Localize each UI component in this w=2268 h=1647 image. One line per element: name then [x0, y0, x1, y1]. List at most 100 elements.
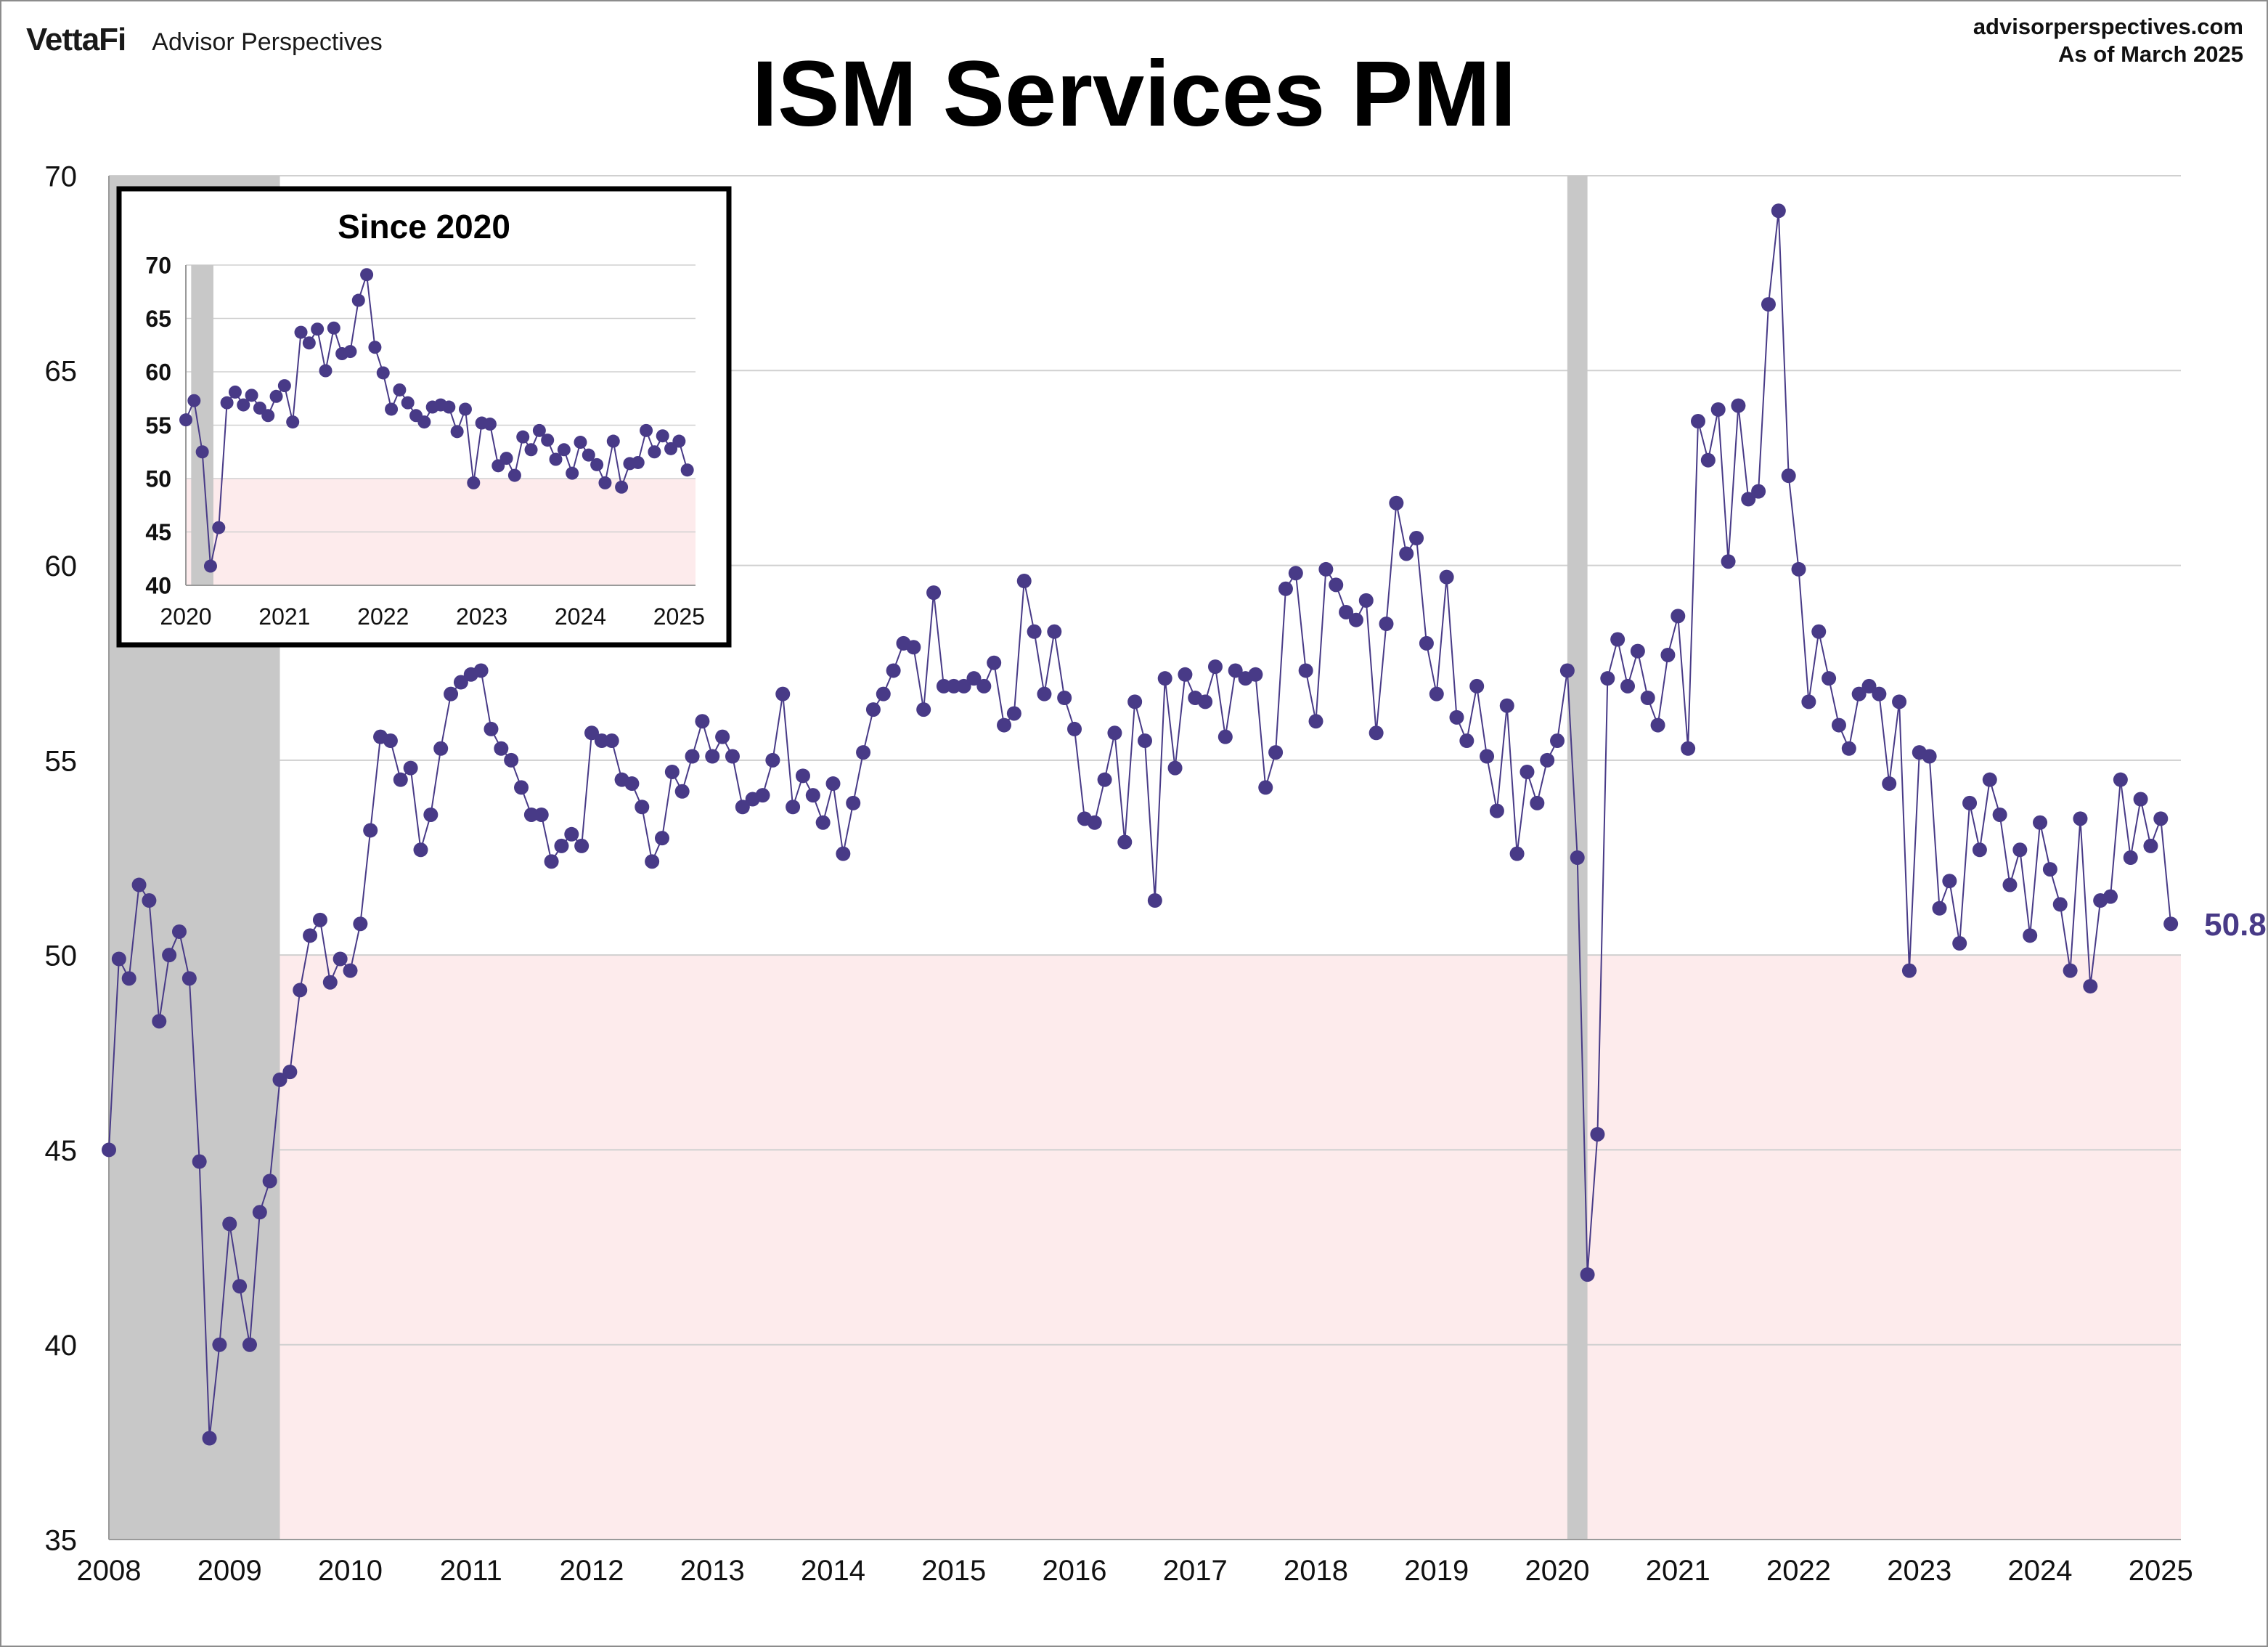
inset-data-point [261, 409, 275, 423]
main-data-point [1751, 484, 1766, 499]
main-data-point [685, 749, 700, 764]
main-data-point [846, 795, 861, 810]
inset-data-point [286, 415, 300, 429]
main-data-point [1952, 936, 1967, 951]
main-data-point [232, 1279, 248, 1294]
main-data-point [1982, 772, 1997, 787]
main-data-point [1932, 900, 1947, 916]
inset-data-point [656, 429, 669, 443]
main-data-point [1248, 667, 1263, 682]
main-data-point [735, 800, 750, 815]
main-data-point [1872, 686, 1887, 702]
main-data-point [484, 721, 499, 736]
main-data-point [1057, 691, 1072, 706]
main-data-point [725, 749, 740, 764]
inset-data-point [228, 385, 242, 399]
main-data-point [1610, 632, 1625, 647]
main-data-point [1258, 780, 1273, 795]
main-data-point [1298, 663, 1313, 678]
main-x-tick-label: 2018 [1284, 1555, 1348, 1587]
main-data-point [312, 912, 327, 927]
main-data-point [1731, 398, 1746, 413]
main-data-point [805, 788, 820, 803]
main-data-point [1459, 733, 1474, 749]
main-data-point [786, 800, 801, 815]
main-data-point [1781, 468, 1796, 484]
main-data-point [574, 838, 590, 853]
main-data-point [171, 924, 187, 939]
main-data-point [825, 776, 841, 792]
main-y-tick-label: 40 [45, 1330, 78, 1362]
main-data-point [906, 640, 921, 655]
inset-y-tick-label: 45 [145, 519, 171, 545]
main-data-point [1690, 414, 1705, 429]
main-data-point [111, 951, 126, 967]
main-data-point [1167, 760, 1183, 776]
main-data-point [946, 678, 961, 694]
main-data-point [755, 788, 770, 803]
inset-data-point [615, 480, 629, 494]
main-data-point [1097, 772, 1112, 787]
main-data-point [2073, 811, 2088, 826]
main-data-point [2033, 815, 2048, 830]
main-data-point [403, 760, 418, 776]
main-data-point [514, 780, 529, 795]
main-data-point [1901, 963, 1917, 978]
main-data-point [1620, 678, 1636, 694]
inset-data-point [417, 415, 431, 429]
main-data-point [494, 741, 509, 756]
main-data-point [1439, 569, 1454, 585]
main-data-point [1520, 764, 1535, 779]
main-y-tick-label: 65 [45, 356, 78, 388]
main-data-point [152, 1014, 167, 1029]
main-data-point [1992, 807, 2007, 822]
inset-data-point [385, 402, 399, 416]
main-data-point [1892, 694, 1907, 709]
main-contraction-zone [109, 955, 2181, 1540]
main-x-tick-label: 2020 [1525, 1555, 1590, 1587]
inset-data-point [245, 389, 258, 402]
main-data-point [1831, 717, 1846, 733]
main-x-tick-label: 2009 [197, 1555, 262, 1587]
main-data-point [1016, 574, 1032, 589]
main-data-point [322, 975, 338, 990]
main-data-point [212, 1337, 227, 1352]
main-data-point [423, 807, 438, 822]
main-data-point [1147, 893, 1162, 908]
inset-data-point [680, 463, 694, 477]
main-data-point [856, 745, 871, 760]
main-data-point [1419, 635, 1434, 651]
main-data-point [1671, 609, 1686, 624]
main-data-point [383, 733, 398, 749]
main-x-tick-label: 2022 [1766, 1555, 1831, 1587]
main-data-point [1308, 714, 1323, 729]
main-plot: 35 40 45 50 55 60 65 70 2008 2009 2010 2011 2012 2013… [45, 160, 2193, 1587]
main-data-point [1801, 694, 1816, 709]
main-data-point [1178, 667, 1193, 682]
main-data-point [2052, 897, 2068, 912]
main-data-point [1198, 694, 1213, 709]
inset-data-point [368, 341, 382, 354]
main-data-point [966, 671, 982, 686]
vettafi-logo: VettaFi [26, 22, 126, 57]
main-data-point [282, 1065, 298, 1080]
main-x-tick-label: 2014 [801, 1555, 865, 1587]
main-data-point [1550, 733, 1565, 749]
main-data-point [1741, 492, 1756, 507]
inset-data-point [401, 396, 415, 410]
inset-x-tick-label: 2024 [555, 603, 606, 630]
inset-data-point [179, 413, 192, 427]
main-data-point [674, 784, 690, 799]
main-data-point [1530, 795, 1545, 810]
main-data-point [1811, 624, 1827, 639]
main-data-point [2002, 877, 2018, 892]
main-data-point [604, 733, 619, 749]
main-data-point [1791, 561, 1806, 577]
main-data-point [1590, 1126, 1605, 1142]
inset-y-tick-label: 40 [145, 573, 171, 599]
main-x-tick-label: 2024 [2008, 1555, 2073, 1587]
main-data-point [886, 663, 901, 678]
main-data-point [242, 1337, 257, 1352]
main-data-point [2123, 850, 2138, 865]
